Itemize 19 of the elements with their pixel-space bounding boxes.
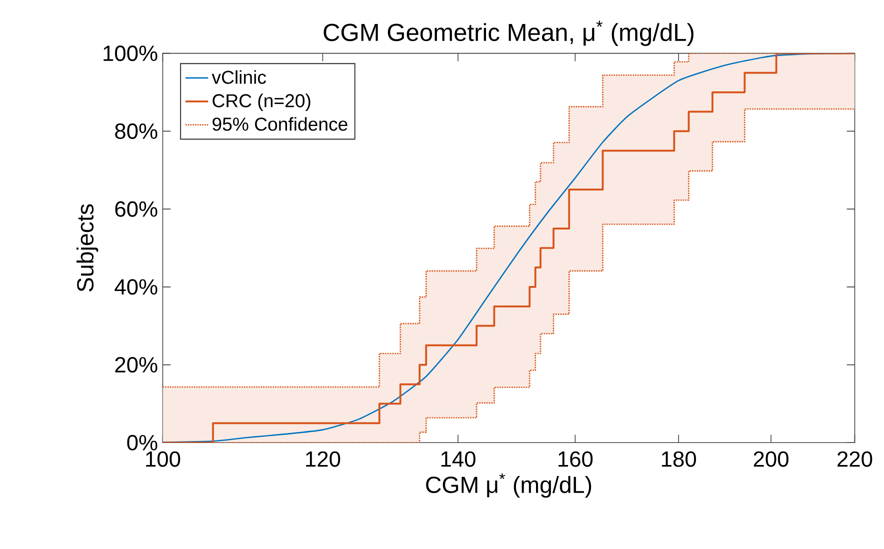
y-tick-label: 20% (115, 356, 158, 372)
legend-label: CRC (n=20) (212, 94, 310, 111)
y-tick-label: 60% (115, 201, 158, 217)
x-tick-label: 100 (146, 451, 180, 467)
x-tick-label: 160 (558, 451, 593, 467)
x-tick-label: 120 (306, 451, 340, 467)
y-axis-title: Subjects (76, 204, 98, 292)
y-tick-label: 40% (114, 279, 158, 295)
x-axis-title: CGM μ$^{*}$ (mg/dL) (426, 473, 592, 498)
y-tick-label: 100% (104, 45, 158, 61)
legend-label: 95% Confidence (212, 116, 348, 131)
legend-label: vClinic (212, 70, 266, 84)
x-tick-label: 220 (838, 451, 872, 467)
x-tick-label: 200 (754, 451, 788, 467)
x-tick-label: 180 (662, 451, 696, 467)
y-tick-label: 0% (127, 434, 158, 450)
x-tick-label: 140 (441, 451, 476, 467)
chart-title: CGM Geometric Mean, μ$^{*}$ (mg/dL) (324, 20, 694, 46)
y-tick-label: 80% (115, 123, 158, 139)
